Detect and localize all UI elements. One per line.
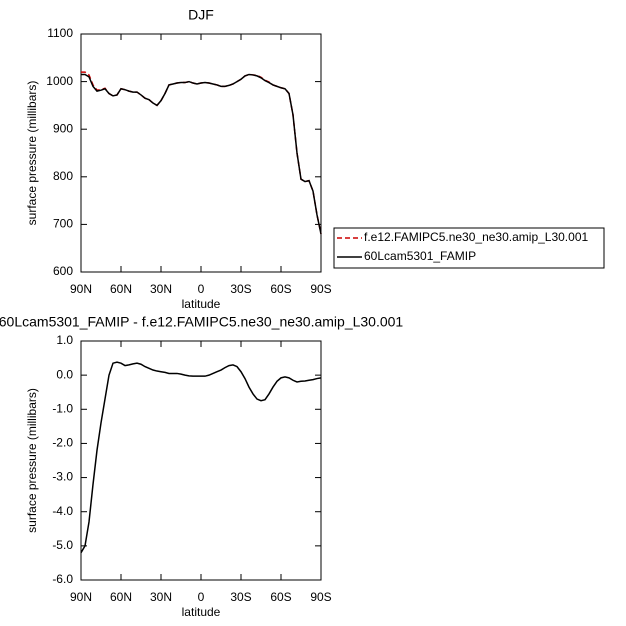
y-tick-label: -5.0 — [52, 538, 73, 552]
chart-title: 60Lcam5301_FAMIP - f.e12.FAMIPC5.ne30_ne… — [0, 314, 403, 330]
series-line — [81, 71, 322, 235]
legend-label: f.e12.FAMIPC5.ne30_ne30.amip_L30.001 — [364, 230, 588, 244]
legend-label: 60Lcam5301_FAMIP — [364, 249, 476, 263]
x-tick-label: 0 — [198, 282, 205, 296]
y-tick-label: 0.0 — [56, 367, 73, 381]
x-tick-label: 90N — [70, 590, 92, 604]
chart-title: DJF — [188, 7, 214, 23]
y-tick-label: 900 — [53, 121, 73, 135]
x-tick-label: 60S — [270, 590, 291, 604]
y-tick-label: -4.0 — [52, 504, 73, 518]
y-tick-label: 1100 — [47, 26, 73, 40]
x-tick-label: 90S — [310, 590, 331, 604]
y-tick-label: 700 — [53, 217, 73, 231]
x-axis-label: latitude — [182, 605, 221, 619]
x-tick-label: 60S — [270, 282, 291, 296]
series-line — [80, 361, 322, 554]
y-tick-label: 1.0 — [56, 333, 73, 347]
y-tick-label: -1.0 — [52, 401, 73, 415]
series-line — [81, 73, 322, 235]
plot-frame — [80, 33, 322, 273]
y-tick-label: -6.0 — [52, 572, 73, 586]
x-tick-label: 0 — [198, 590, 205, 604]
x-tick-label: 90N — [70, 282, 92, 296]
y-tick-label: 1000 — [46, 74, 73, 88]
x-tick-label: 60N — [110, 590, 132, 604]
x-tick-label: 60N — [110, 282, 132, 296]
x-tick-label: 30N — [150, 282, 172, 296]
x-tick-label: 30S — [230, 590, 251, 604]
y-tick-label: 600 — [53, 264, 73, 278]
legend-box — [333, 227, 605, 269]
y-axis-label: surface pressure (millibars) — [25, 81, 39, 226]
y-tick-label: 800 — [53, 169, 73, 183]
y-tick-label: -3.0 — [52, 470, 73, 484]
y-tick-label: -2.0 — [52, 436, 73, 450]
y-axis-label: surface pressure (millibars) — [25, 388, 39, 533]
x-tick-label: 90S — [310, 282, 331, 296]
x-tick-label: 30N — [150, 590, 172, 604]
x-tick-label: 30S — [230, 282, 251, 296]
x-axis-label: latitude — [182, 297, 221, 311]
